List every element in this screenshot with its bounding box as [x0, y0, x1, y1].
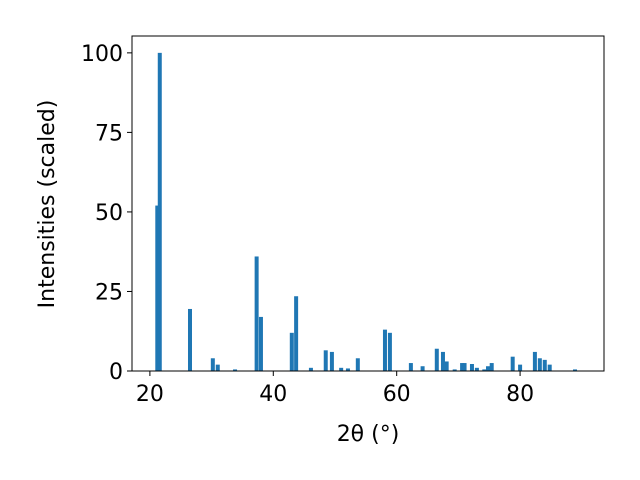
x-axis-label: 2θ (°)	[337, 422, 400, 447]
bar	[408, 363, 413, 371]
bar	[345, 368, 350, 371]
y-tick-label: 0	[109, 360, 123, 385]
bar	[387, 332, 392, 371]
x-tick-label: 20	[136, 382, 164, 407]
y-tick-label: 50	[95, 201, 123, 226]
bar	[382, 329, 387, 371]
bar	[355, 358, 360, 371]
bar	[452, 369, 457, 371]
bar	[489, 363, 494, 371]
bar	[542, 359, 547, 371]
bar	[420, 366, 425, 371]
bar	[434, 348, 439, 371]
bar	[462, 363, 467, 371]
bar	[329, 351, 334, 371]
bar	[258, 316, 263, 371]
y-axis-label: Intensities (scaled)	[35, 100, 60, 309]
bar	[469, 364, 474, 371]
y-tick-label: 100	[81, 42, 123, 67]
bar	[482, 369, 487, 371]
bar	[233, 369, 238, 371]
bar	[440, 351, 445, 371]
bar	[518, 364, 523, 371]
bar	[510, 356, 515, 371]
bar	[289, 332, 294, 371]
x-tick-label: 40	[259, 382, 287, 407]
bar	[537, 358, 542, 371]
bar	[444, 361, 449, 371]
x-tick-label: 60	[383, 382, 411, 407]
bar	[460, 363, 465, 371]
bar	[155, 205, 160, 371]
y-tick-label: 25	[95, 280, 123, 305]
bar	[157, 52, 162, 371]
bar	[323, 350, 328, 371]
bar	[486, 366, 491, 371]
bar	[573, 369, 578, 371]
bar	[474, 367, 479, 371]
bar	[210, 358, 215, 371]
plot-frame	[131, 35, 605, 372]
y-tick-label: 75	[95, 121, 123, 146]
bar	[215, 364, 220, 371]
bar	[187, 308, 192, 371]
x-tick-label: 80	[506, 382, 534, 407]
bar	[547, 364, 552, 371]
bar	[294, 296, 299, 371]
bar	[254, 256, 259, 371]
bar	[339, 367, 344, 371]
bar	[308, 367, 313, 371]
bar	[532, 351, 537, 371]
